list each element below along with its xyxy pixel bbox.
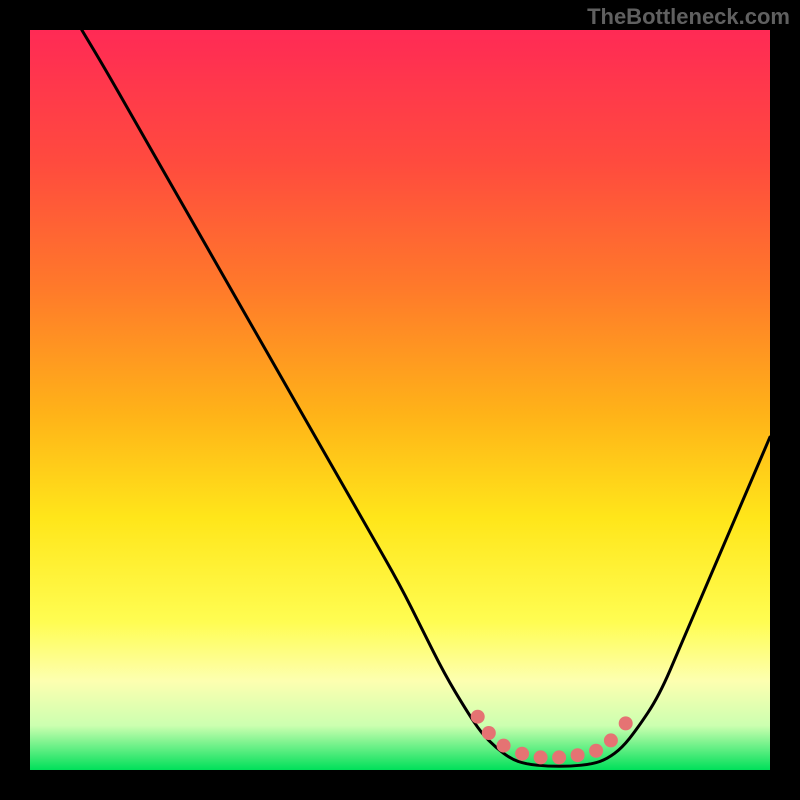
optimal-marker [619,716,633,730]
optimal-marker [589,744,603,758]
optimal-marker [471,710,485,724]
plot-area [30,30,770,770]
optimal-marker [571,748,585,762]
bottleneck-curve [82,30,770,766]
optimal-marker [482,726,496,740]
optimal-marker [497,739,511,753]
optimal-marker [552,750,566,764]
optimal-marker [604,733,618,747]
optimal-marker [534,750,548,764]
chart-container: TheBottleneck.com [0,0,800,800]
chart-svg [30,30,770,770]
watermark-text: TheBottleneck.com [587,4,790,30]
optimal-marker [515,747,529,761]
